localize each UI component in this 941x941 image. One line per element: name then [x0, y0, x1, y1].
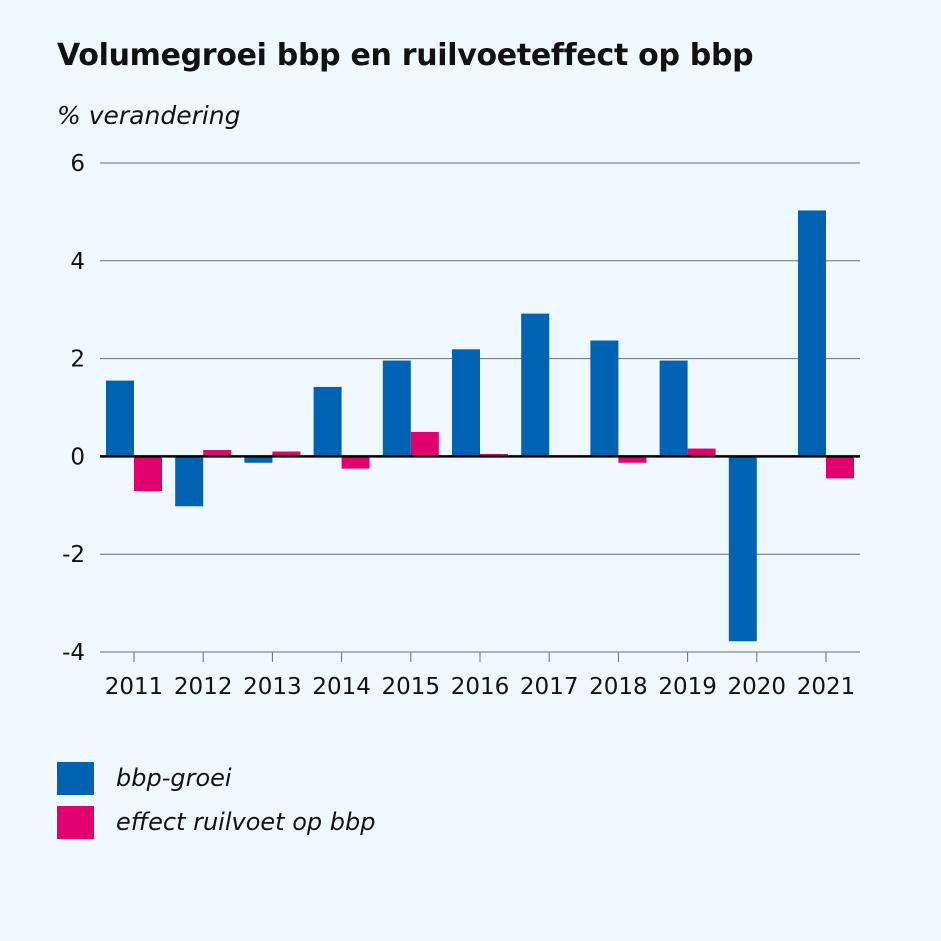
- y-tick-label--2: -2: [62, 542, 85, 568]
- legend-swatch-ruilvoet: [57, 805, 94, 839]
- bar-chart: 6 4 2 0 -2 -4 2011 2012 2013 2014 2015 2016 2017 2018…: [62, 151, 860, 700]
- bar-bbp-groei-2015: [382, 360, 411, 457]
- legend: bbp-groei effect ruilvoet op bbp: [57, 760, 375, 848]
- bar-bbp-groei-2018: [590, 340, 619, 457]
- legend-item-ruilvoet: effect ruilvoet op bbp: [57, 804, 375, 840]
- x-tick-label-2016: 2016: [451, 674, 510, 700]
- x-tick-label-2020: 2020: [728, 674, 787, 700]
- bar-bbp-groei-2019: [659, 360, 688, 457]
- legend-label-bbp-groei: bbp-groei: [116, 764, 232, 792]
- chart-title: Volumegroei bbp en ruilvoeteffect op bbp: [57, 38, 754, 73]
- bar-bbp-groei-2014: [313, 386, 342, 457]
- bar-ruilvoet-2014: [341, 456, 370, 469]
- bar-ruilvoet-2018: [618, 456, 647, 463]
- bar-bbp-groei-2012: [175, 456, 204, 507]
- bar-ruilvoet-2021: [826, 456, 854, 479]
- legend-item-bbp-groei: bbp-groei: [57, 760, 375, 796]
- bar-ruilvoet-2011: [134, 456, 162, 492]
- y-tick-label-4: 4: [70, 249, 85, 275]
- x-tick-label-2015: 2015: [382, 674, 441, 700]
- bar-bbp-groei-2013: [244, 456, 273, 463]
- x-tick-label-2017: 2017: [520, 674, 579, 700]
- bar-bbp-groei-2020: [728, 456, 757, 642]
- x-tick-label-2013: 2013: [243, 674, 302, 700]
- x-tick-label-2019: 2019: [658, 674, 717, 700]
- bar-bbp-groei-2021: [798, 210, 826, 457]
- y-tick-label-6: 6: [70, 151, 85, 177]
- x-tick-label-2018: 2018: [589, 674, 648, 700]
- bar-bbp-groei-2016: [452, 349, 480, 457]
- y-axis-label: % verandering: [57, 101, 241, 130]
- bar-ruilvoet-2015: [410, 431, 439, 457]
- legend-swatch-bbp-groei: [57, 761, 94, 795]
- x-tick-label-2014: 2014: [312, 674, 371, 700]
- x-tick-label-2012: 2012: [174, 674, 233, 700]
- legend-label-ruilvoet: effect ruilvoet op bbp: [116, 808, 376, 836]
- x-tick-label-2021: 2021: [797, 674, 856, 700]
- bar-bbp-groei-2011: [106, 380, 134, 457]
- y-tick-label--4: -4: [62, 640, 85, 666]
- bar-bbp-groei-2017: [521, 313, 550, 457]
- bar-ruilvoet-2019: [687, 448, 716, 457]
- y-tick-label-2: 2: [70, 347, 85, 373]
- y-tick-label-0: 0: [70, 444, 85, 470]
- bar-ruilvoet-2012: [203, 450, 232, 457]
- x-tick-label-2011: 2011: [105, 674, 164, 700]
- bar-ruilvoet-2013: [272, 451, 301, 457]
